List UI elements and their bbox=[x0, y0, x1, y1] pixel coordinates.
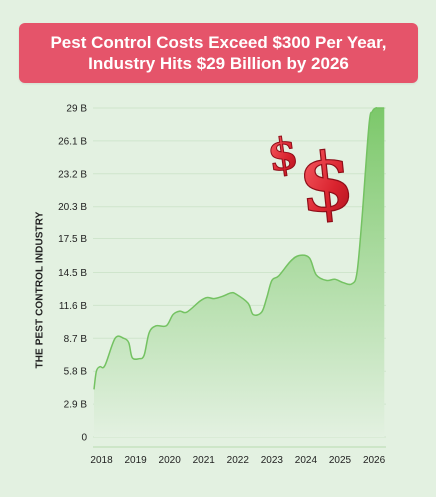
x-tick-label: 2018 bbox=[90, 455, 113, 466]
y-tick-label: 17.5 B bbox=[58, 234, 87, 245]
y-tick-label: 14.5 B bbox=[58, 268, 87, 279]
x-tick-label: 2021 bbox=[193, 455, 216, 466]
y-tick-label: 0 bbox=[81, 433, 87, 444]
x-tick-label: 2025 bbox=[329, 455, 352, 466]
y-tick-label: 2.9 B bbox=[64, 400, 88, 411]
y-tick-label: 23.2 B bbox=[58, 169, 87, 180]
y-tick-label: 29 B bbox=[66, 104, 87, 115]
chart-title-line-1: Pest Control Costs Exceed $300 Per Year, bbox=[50, 33, 387, 52]
x-tick-label: 2020 bbox=[159, 455, 182, 466]
y-tick-label: 5.8 B bbox=[64, 367, 88, 378]
series-line bbox=[93, 106, 385, 390]
dollar-sign-icon-small: $ bbox=[264, 128, 301, 183]
y-tick-label: 11.6 B bbox=[59, 301, 87, 312]
x-tick-label: 2019 bbox=[124, 455, 147, 466]
title-banner: Pest Control Costs Exceed $300 Per Year,… bbox=[19, 23, 418, 83]
y-tick-label: 8.7 B bbox=[64, 334, 88, 345]
x-tick-label: 2026 bbox=[363, 455, 386, 466]
chart-title-line-2: Industry Hits $29 Billion by 2026 bbox=[88, 54, 349, 73]
dollar-sign-icon-large: $ bbox=[293, 133, 358, 232]
y-tick-label: 20.3 B bbox=[58, 202, 87, 213]
y-tick-label: 26.1 B bbox=[58, 136, 87, 147]
x-tick-label: 2024 bbox=[295, 455, 318, 466]
x-tick-label: 2023 bbox=[261, 455, 284, 466]
x-tick-label: 2022 bbox=[227, 455, 250, 466]
series-area bbox=[94, 107, 385, 437]
